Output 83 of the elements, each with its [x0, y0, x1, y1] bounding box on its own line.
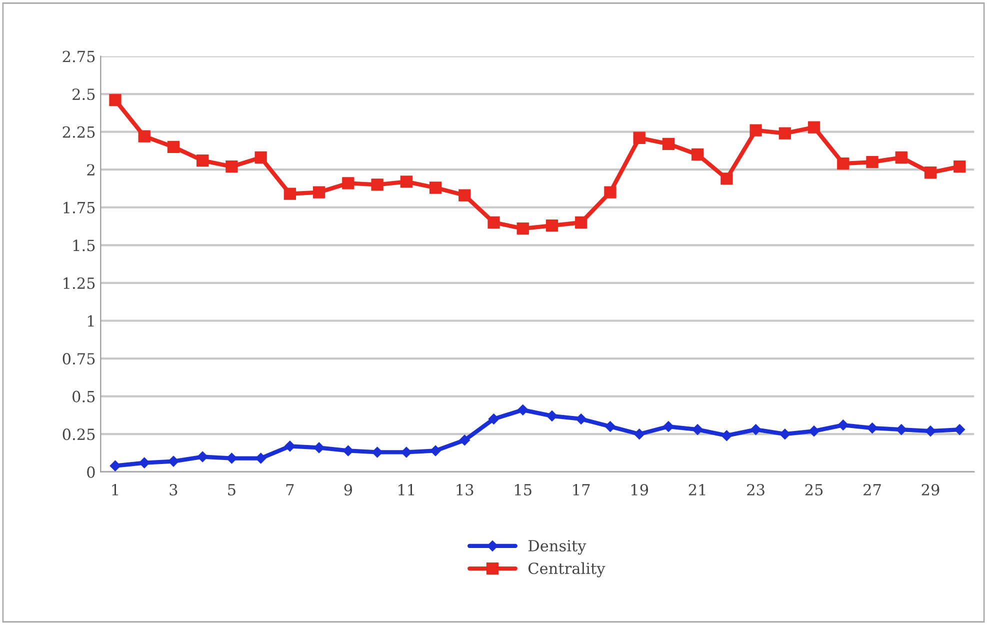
x-tick-label: 13: [456, 484, 474, 496]
point: [866, 422, 878, 434]
point: [721, 430, 732, 442]
x-tick-label: 5: [228, 484, 236, 496]
point: [838, 420, 849, 430]
x-tick-label: 7: [286, 484, 294, 496]
point: [488, 216, 500, 229]
x-tick-label: 19: [631, 484, 648, 496]
point: [634, 428, 645, 440]
y-tick-label: 0.5: [72, 390, 95, 402]
point: [400, 176, 412, 188]
point: [663, 421, 674, 432]
point: [720, 172, 733, 185]
point: [312, 186, 326, 198]
point: [342, 177, 354, 190]
point: [138, 457, 150, 468]
y-tick-label: 0: [87, 466, 95, 478]
point: [954, 160, 966, 173]
point: [895, 151, 908, 164]
point: [516, 222, 529, 235]
y-tick-label: 2.75: [62, 50, 95, 62]
point: [576, 414, 587, 424]
point: [662, 138, 675, 150]
x-tick-label: 25: [805, 484, 823, 496]
y-tick-label: 1: [88, 315, 94, 327]
point: [779, 428, 790, 440]
point: [371, 178, 384, 191]
point: [167, 140, 180, 154]
x-tick-label: 29: [922, 484, 940, 496]
point: [458, 189, 471, 202]
point: [488, 414, 500, 424]
point: [284, 188, 296, 200]
point: [109, 94, 122, 106]
x-tick-label: 15: [515, 484, 532, 496]
x-tick-label: 27: [864, 484, 881, 496]
point: [168, 456, 179, 467]
point: [837, 157, 850, 170]
point: [430, 445, 441, 456]
point: [866, 156, 878, 168]
point: [750, 124, 762, 136]
point: [226, 160, 238, 173]
point: [254, 151, 267, 164]
point: [138, 130, 150, 142]
point: [633, 132, 646, 144]
point: [517, 404, 528, 416]
x-tick-label: 3: [170, 484, 178, 496]
y-tick-label: 1.5: [73, 240, 95, 252]
y-tick-label: 1.75: [64, 202, 95, 214]
point: [692, 424, 703, 435]
x-tick-label: 21: [688, 484, 706, 496]
point: [314, 442, 324, 454]
point: [196, 154, 209, 167]
point: [925, 426, 936, 436]
point: [546, 219, 558, 232]
point: [896, 424, 907, 435]
point: [808, 121, 820, 134]
point: [284, 440, 296, 452]
y-tick-label: 0.75: [62, 352, 95, 365]
point: [924, 166, 937, 179]
x-tick-label: 23: [747, 484, 764, 496]
y-tick-label: 0.25: [62, 428, 95, 440]
point: [691, 148, 704, 161]
point: [778, 127, 791, 140]
point: [604, 186, 616, 198]
x-tick-label: 1: [112, 484, 118, 496]
legend-label: Centrality: [528, 562, 606, 578]
point: [110, 460, 121, 472]
legend-label: Density: [528, 540, 586, 555]
y-tick-label: 2.25: [62, 126, 95, 138]
x-tick-label: 9: [344, 484, 352, 496]
point: [459, 434, 470, 446]
point: [604, 421, 616, 432]
point: [808, 426, 820, 436]
point: [575, 216, 588, 229]
y-tick-label: 1.25: [64, 277, 95, 289]
point: [429, 182, 442, 194]
point: [954, 424, 966, 435]
y-tick-label: 2: [87, 164, 94, 176]
point: [750, 424, 762, 435]
point: [546, 410, 558, 422]
x-tick-label: 11: [398, 484, 414, 496]
x-tick-label: 17: [573, 484, 590, 496]
y-tick-label: 2.5: [72, 88, 95, 100]
